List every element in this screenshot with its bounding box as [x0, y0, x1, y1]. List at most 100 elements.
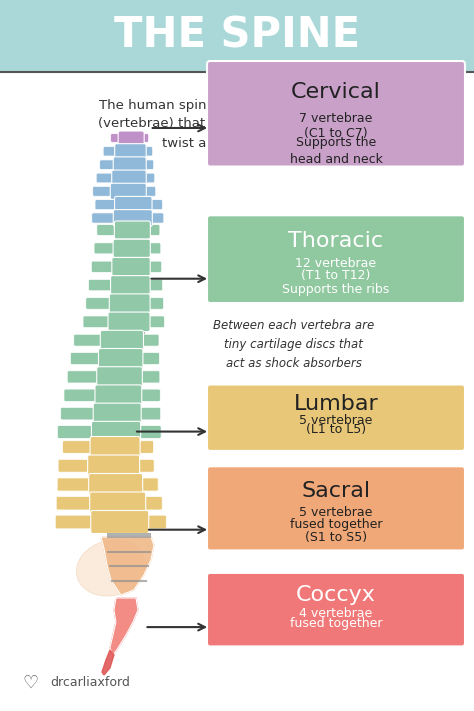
- FancyBboxPatch shape: [113, 210, 152, 226]
- FancyBboxPatch shape: [97, 225, 120, 235]
- FancyBboxPatch shape: [119, 211, 147, 215]
- FancyBboxPatch shape: [93, 186, 116, 196]
- Text: Between each vertebra are
tiny cartilage discs that
act as shock absorbers: Between each vertebra are tiny cartilage…: [213, 319, 374, 370]
- FancyBboxPatch shape: [100, 331, 144, 350]
- FancyBboxPatch shape: [115, 196, 152, 213]
- FancyBboxPatch shape: [207, 385, 465, 451]
- FancyBboxPatch shape: [64, 389, 100, 402]
- FancyBboxPatch shape: [137, 353, 159, 365]
- FancyBboxPatch shape: [96, 513, 139, 518]
- FancyBboxPatch shape: [95, 493, 137, 498]
- FancyBboxPatch shape: [137, 371, 160, 383]
- FancyBboxPatch shape: [90, 437, 140, 457]
- FancyBboxPatch shape: [91, 422, 141, 443]
- Text: 4 vertebrae: 4 vertebrae: [300, 606, 373, 619]
- FancyBboxPatch shape: [57, 426, 97, 439]
- FancyBboxPatch shape: [99, 422, 136, 427]
- FancyBboxPatch shape: [141, 186, 156, 196]
- FancyBboxPatch shape: [94, 243, 118, 254]
- Text: 5 vertebrae: 5 vertebrae: [299, 506, 373, 519]
- FancyBboxPatch shape: [110, 183, 146, 199]
- FancyBboxPatch shape: [103, 146, 120, 156]
- FancyBboxPatch shape: [136, 407, 161, 420]
- FancyBboxPatch shape: [86, 298, 115, 309]
- FancyBboxPatch shape: [99, 348, 143, 368]
- Ellipse shape: [76, 540, 146, 596]
- FancyBboxPatch shape: [105, 348, 138, 353]
- FancyBboxPatch shape: [207, 61, 465, 166]
- FancyBboxPatch shape: [140, 496, 162, 510]
- FancyBboxPatch shape: [145, 316, 164, 328]
- FancyBboxPatch shape: [57, 478, 94, 491]
- FancyBboxPatch shape: [91, 510, 149, 533]
- Text: Supports the
head and neck: Supports the head and neck: [290, 136, 383, 166]
- FancyBboxPatch shape: [67, 371, 102, 383]
- FancyBboxPatch shape: [55, 515, 96, 529]
- FancyBboxPatch shape: [118, 131, 144, 145]
- FancyBboxPatch shape: [119, 157, 142, 161]
- FancyBboxPatch shape: [136, 389, 160, 402]
- FancyBboxPatch shape: [100, 404, 137, 409]
- Text: Sacral: Sacral: [301, 481, 371, 501]
- FancyBboxPatch shape: [90, 492, 146, 515]
- Text: THE SPINE: THE SPINE: [114, 15, 360, 57]
- FancyBboxPatch shape: [112, 257, 150, 276]
- FancyBboxPatch shape: [113, 239, 150, 257]
- FancyBboxPatch shape: [91, 261, 118, 272]
- Text: Coccyx: Coccyx: [296, 585, 376, 605]
- FancyBboxPatch shape: [89, 474, 143, 496]
- FancyBboxPatch shape: [61, 407, 99, 420]
- FancyBboxPatch shape: [95, 200, 120, 210]
- Text: 7 vertebrae: 7 vertebrae: [299, 112, 373, 125]
- FancyBboxPatch shape: [145, 243, 161, 254]
- Text: (T1 to T12): (T1 to T12): [301, 269, 371, 282]
- FancyBboxPatch shape: [134, 459, 154, 472]
- FancyBboxPatch shape: [143, 515, 166, 529]
- Text: (L1 to L5): (L1 to L5): [306, 423, 366, 437]
- FancyBboxPatch shape: [122, 143, 140, 146]
- FancyBboxPatch shape: [118, 255, 146, 260]
- Text: Cervical: Cervical: [291, 82, 381, 102]
- FancyBboxPatch shape: [118, 171, 142, 174]
- Text: ♡: ♡: [22, 674, 38, 692]
- Polygon shape: [102, 650, 114, 675]
- FancyBboxPatch shape: [146, 200, 163, 210]
- Text: Lumbar: Lumbar: [293, 395, 378, 415]
- FancyBboxPatch shape: [135, 426, 161, 439]
- FancyBboxPatch shape: [138, 334, 159, 346]
- Text: drcarliaxford: drcarliaxford: [50, 676, 130, 690]
- FancyBboxPatch shape: [0, 0, 474, 72]
- FancyBboxPatch shape: [104, 367, 137, 372]
- FancyBboxPatch shape: [88, 455, 140, 476]
- Text: fused together: fused together: [290, 518, 382, 530]
- Text: The human spine is made up of 33 bones
(vertebrae) that allow your body to bend,: The human spine is made up of 33 bones (…: [99, 99, 375, 149]
- FancyBboxPatch shape: [63, 441, 96, 453]
- FancyBboxPatch shape: [117, 274, 146, 279]
- FancyBboxPatch shape: [96, 456, 135, 460]
- FancyBboxPatch shape: [141, 160, 154, 169]
- Text: (C1 to C7): (C1 to C7): [304, 127, 368, 140]
- FancyBboxPatch shape: [83, 316, 114, 328]
- FancyBboxPatch shape: [145, 225, 160, 235]
- FancyBboxPatch shape: [92, 213, 119, 223]
- FancyBboxPatch shape: [141, 173, 155, 183]
- FancyBboxPatch shape: [113, 157, 146, 173]
- FancyBboxPatch shape: [58, 459, 93, 472]
- FancyBboxPatch shape: [102, 385, 137, 390]
- Text: Thoracic: Thoracic: [289, 231, 383, 251]
- FancyBboxPatch shape: [115, 198, 142, 202]
- FancyBboxPatch shape: [96, 173, 117, 183]
- FancyBboxPatch shape: [97, 367, 142, 387]
- FancyBboxPatch shape: [139, 134, 149, 142]
- FancyBboxPatch shape: [141, 146, 153, 156]
- FancyBboxPatch shape: [71, 353, 104, 365]
- FancyBboxPatch shape: [119, 237, 146, 242]
- FancyBboxPatch shape: [135, 441, 154, 453]
- FancyBboxPatch shape: [110, 134, 124, 142]
- FancyBboxPatch shape: [114, 221, 150, 239]
- FancyBboxPatch shape: [137, 478, 158, 491]
- Polygon shape: [101, 537, 154, 595]
- FancyBboxPatch shape: [100, 160, 118, 169]
- Text: Supports the ribs: Supports the ribs: [283, 283, 390, 296]
- FancyBboxPatch shape: [145, 279, 163, 291]
